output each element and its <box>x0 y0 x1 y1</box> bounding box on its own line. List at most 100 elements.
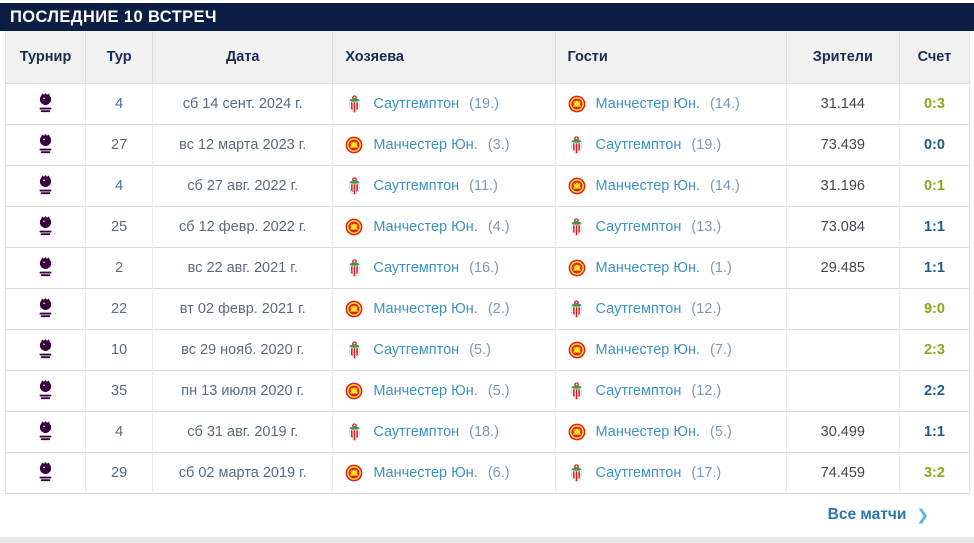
round-cell: 2 <box>85 247 153 289</box>
date-cell: пн 13 июля 2020 г. <box>152 370 333 412</box>
away-team-link[interactable]: Манчестер Юн. <box>595 342 701 358</box>
away-team-link[interactable]: Саутгемптон <box>595 465 682 481</box>
premier-league-icon[interactable] <box>38 256 53 277</box>
attendance-cell: 73.439 <box>785 124 900 166</box>
home-team-link[interactable]: Манчестер Юн. <box>373 219 478 235</box>
score-cell: 1:1 <box>898 206 970 248</box>
score-link[interactable]: 0:1 <box>923 178 945 194</box>
home-team-link[interactable]: Манчестер Юн. <box>373 383 478 399</box>
score-cell: 0:1 <box>898 165 970 207</box>
home-team-rank: (4.) <box>487 219 510 235</box>
home-team-badge-icon <box>345 136 363 154</box>
home-team-link[interactable]: Саутгемптон <box>373 96 460 112</box>
round-cell: 4 <box>85 83 153 125</box>
table-footer: Все матчи ❯ <box>0 506 929 524</box>
attendance-cell: 30.499 <box>785 411 900 453</box>
score-link[interactable]: 2:2 <box>923 383 945 399</box>
away-team-link[interactable]: Саутгемптон <box>595 137 682 153</box>
date-cell: вс 12 марта 2023 г. <box>152 124 333 166</box>
premier-league-icon[interactable] <box>38 379 53 400</box>
away-team-link[interactable]: Саутгемптон <box>595 383 682 399</box>
home-team-badge-icon <box>345 218 363 236</box>
attendance-cell: 74.459 <box>785 452 900 494</box>
home-team-link[interactable]: Манчестер Юн. <box>373 465 478 481</box>
col-header-date: Дата <box>152 31 333 84</box>
table-row: 22 вт 02 февр. 2021 г. Манчестер Юн. (2.… <box>5 288 970 330</box>
section-title: ПОСЛЕДНИЕ 10 ВСТРЕЧ <box>10 8 217 26</box>
home-team-link[interactable]: Саутгемптон <box>373 342 460 358</box>
premier-league-icon[interactable] <box>38 92 53 113</box>
away-team-badge-icon <box>568 259 586 277</box>
away-team-cell: Саутгемптон (13.) <box>554 206 787 248</box>
score-link[interactable]: 1:1 <box>923 424 945 440</box>
score-link[interactable]: 0:3 <box>923 96 945 112</box>
attendance-cell: 29.485 <box>785 247 900 289</box>
home-team-badge-icon <box>345 382 363 400</box>
section-title-bar: ПОСЛЕДНИЕ 10 ВСТРЕЧ <box>0 3 974 31</box>
col-header-score: Счет <box>898 31 970 84</box>
away-team-badge-icon <box>568 341 586 359</box>
premier-league-icon[interactable] <box>38 420 53 441</box>
premier-league-icon[interactable] <box>38 297 53 318</box>
premier-league-icon[interactable] <box>38 174 53 195</box>
away-team-link[interactable]: Манчестер Юн. <box>595 424 701 440</box>
score-link[interactable]: 0:0 <box>923 137 945 153</box>
table-row: 4 сб 31 авг. 2019 г. Саутгемптон (18.) М… <box>5 411 970 453</box>
home-team-rank: (16.) <box>469 260 499 276</box>
away-team-rank: (12.) <box>691 383 722 399</box>
round-cell: 29 <box>85 452 153 494</box>
table-row: 25 сб 12 февр. 2022 г. Манчестер Юн. (4.… <box>5 206 970 248</box>
away-team-badge-icon <box>568 177 586 195</box>
score-link[interactable]: 9:0 <box>923 301 945 317</box>
tournament-cell <box>5 288 86 330</box>
away-team-link[interactable]: Манчестер Юн. <box>595 178 701 194</box>
attendance-cell: 73.084 <box>785 206 900 248</box>
home-team-badge-icon <box>345 422 363 442</box>
round-cell: 25 <box>85 206 153 248</box>
chevron-right-icon: ❯ <box>916 507 929 524</box>
score-cell: 0:0 <box>898 124 970 166</box>
home-team-link[interactable]: Манчестер Юн. <box>373 301 478 317</box>
round-cell: 10 <box>85 329 153 371</box>
score-link[interactable]: 3:2 <box>923 465 945 481</box>
score-link[interactable]: 2:3 <box>923 342 945 358</box>
home-team-badge-icon <box>345 464 363 482</box>
score-link[interactable]: 1:1 <box>923 260 945 276</box>
away-team-link[interactable]: Саутгемптон <box>595 219 682 235</box>
home-team-link[interactable]: Манчестер Юн. <box>373 137 478 153</box>
date-cell: сб 27 авг. 2022 г. <box>152 165 333 207</box>
home-team-rank: (3.) <box>487 137 510 153</box>
attendance-cell: 31.144 <box>785 83 900 125</box>
tournament-cell <box>5 370 86 412</box>
premier-league-icon[interactable] <box>38 461 53 482</box>
date-cell: сб 02 марта 2019 г. <box>152 452 333 494</box>
col-header-attendance: Зрители <box>785 31 900 84</box>
home-team-link[interactable]: Саутгемптон <box>373 424 460 440</box>
home-team-link[interactable]: Саутгемптон <box>373 178 460 194</box>
round-cell: 35 <box>85 370 153 412</box>
away-team-rank: (13.) <box>691 219 722 235</box>
score-cell: 0:3 <box>898 83 970 125</box>
premier-league-icon[interactable] <box>38 215 53 236</box>
score-link[interactable]: 1:1 <box>923 219 945 235</box>
score-cell: 1:1 <box>898 411 970 453</box>
home-team-badge-icon <box>345 94 363 114</box>
away-team-link[interactable]: Манчестер Юн. <box>595 260 701 276</box>
home-team-link[interactable]: Саутгемптон <box>373 260 460 276</box>
premier-league-icon[interactable] <box>38 133 53 154</box>
home-team-cell: Манчестер Юн. (4.) <box>332 206 556 248</box>
all-matches-link[interactable]: Все матчи ❯ <box>828 506 929 524</box>
away-team-rank: (17.) <box>691 465 722 481</box>
away-team-link[interactable]: Саутгемптон <box>595 301 682 317</box>
home-team-cell: Саутгемптон (19.) <box>332 83 556 125</box>
away-team-link[interactable]: Манчестер Юн. <box>595 96 701 112</box>
table-row: 35 пн 13 июля 2020 г. Манчестер Юн. (5.)… <box>5 370 970 412</box>
premier-league-icon[interactable] <box>38 338 53 359</box>
home-team-badge-icon <box>345 258 363 278</box>
table-header-row: Турнир Тур Дата Хозяева Гости Зрители Сч… <box>5 31 970 84</box>
away-team-badge-icon <box>568 423 586 441</box>
away-team-rank: (14.) <box>710 96 740 112</box>
round-cell: 27 <box>85 124 153 166</box>
tournament-cell <box>5 247 86 289</box>
